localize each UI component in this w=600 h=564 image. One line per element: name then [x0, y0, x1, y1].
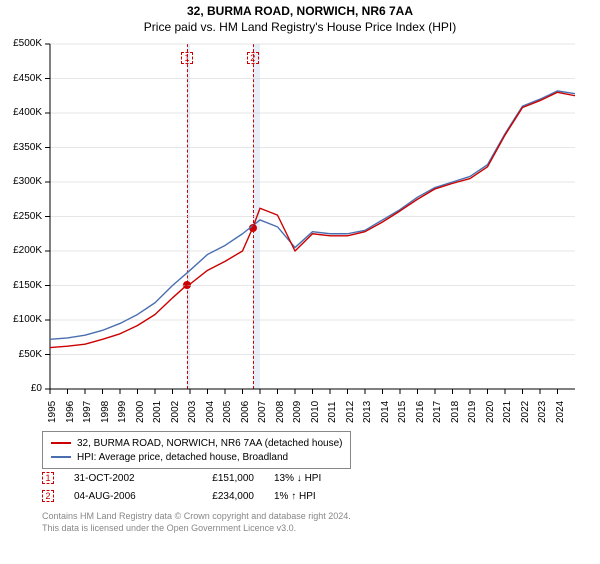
y-axis-label: £0 [0, 383, 42, 394]
transaction-date: 31-OCT-2002 [74, 473, 164, 484]
legend-swatch [51, 442, 71, 444]
x-axis-label: 2011 [327, 401, 338, 423]
y-axis-label: £400K [0, 107, 42, 118]
x-axis-label: 2000 [135, 401, 146, 423]
transaction-marker: 2 [42, 490, 54, 502]
transaction-row: 2 04-AUG-2006 £234,000 1% ↑ HPI [42, 487, 364, 505]
transaction-marker: 1 [42, 472, 54, 484]
transaction-price: £234,000 [184, 491, 254, 502]
y-axis-label: £100K [0, 314, 42, 325]
x-axis-label: 2010 [310, 401, 321, 423]
x-axis-label: 2019 [467, 401, 478, 423]
x-axis-label: 2008 [275, 401, 286, 423]
x-axis-label: 2020 [485, 401, 496, 423]
x-axis-label: 1995 [47, 401, 58, 423]
x-axis-label: 2023 [537, 401, 548, 423]
x-axis-label: 2021 [502, 401, 513, 423]
legend-label: HPI: Average price, detached house, Broa… [77, 452, 288, 463]
x-axis-label: 2009 [292, 401, 303, 423]
x-axis-label: 2003 [187, 401, 198, 423]
attribution-line1: Contains HM Land Registry data © Crown c… [42, 511, 351, 521]
x-axis-label: 2014 [380, 401, 391, 423]
x-axis-label: 2013 [362, 401, 373, 423]
transaction-date: 04-AUG-2006 [74, 491, 164, 502]
x-axis-label: 2012 [345, 401, 356, 423]
x-axis-label: 2004 [205, 401, 216, 423]
x-axis-label: 2022 [520, 401, 531, 423]
x-axis-label: 1998 [100, 401, 111, 423]
price-chart [0, 4, 600, 424]
x-axis-label: 2018 [450, 401, 461, 423]
legend-label: 32, BURMA ROAD, NORWICH, NR6 7AA (detach… [77, 438, 342, 449]
transaction-pct: 13% ↓ HPI [274, 473, 364, 484]
y-axis-label: £300K [0, 176, 42, 187]
attribution: Contains HM Land Registry data © Crown c… [42, 511, 351, 534]
x-axis-label: 2007 [257, 401, 268, 423]
x-axis-label: 2006 [240, 401, 251, 423]
transaction-pct: 1% ↑ HPI [274, 491, 364, 502]
x-axis-label: 2002 [170, 401, 181, 423]
x-axis-label: 2005 [222, 401, 233, 423]
transaction-table: 1 31-OCT-2002 £151,000 13% ↓ HPI 2 04-AUG-200… [42, 469, 364, 505]
x-axis-label: 2024 [555, 401, 566, 423]
legend-row: HPI: Average price, detached house, Broa… [51, 450, 342, 464]
y-axis-label: £500K [0, 38, 42, 49]
y-axis-label: £50K [0, 349, 42, 360]
x-axis-label: 2016 [415, 401, 426, 423]
legend-row: 32, BURMA ROAD, NORWICH, NR6 7AA (detach… [51, 436, 342, 450]
x-axis-label: 2001 [152, 401, 163, 423]
legend: 32, BURMA ROAD, NORWICH, NR6 7AA (detach… [42, 431, 351, 469]
y-axis-label: £350K [0, 142, 42, 153]
y-axis-label: £200K [0, 245, 42, 256]
x-axis-label: 1999 [117, 401, 128, 423]
legend-swatch [51, 456, 71, 458]
x-axis-label: 2015 [397, 401, 408, 423]
transaction-row: 1 31-OCT-2002 £151,000 13% ↓ HPI [42, 469, 364, 487]
x-axis-label: 2017 [432, 401, 443, 423]
x-axis-label: 1997 [82, 401, 93, 423]
transaction-price: £151,000 [184, 473, 254, 484]
y-axis-label: £250K [0, 211, 42, 222]
attribution-line2: This data is licensed under the Open Gov… [42, 523, 296, 533]
x-axis-label: 1996 [65, 401, 76, 423]
y-axis-label: £150K [0, 280, 42, 291]
y-axis-label: £450K [0, 73, 42, 84]
